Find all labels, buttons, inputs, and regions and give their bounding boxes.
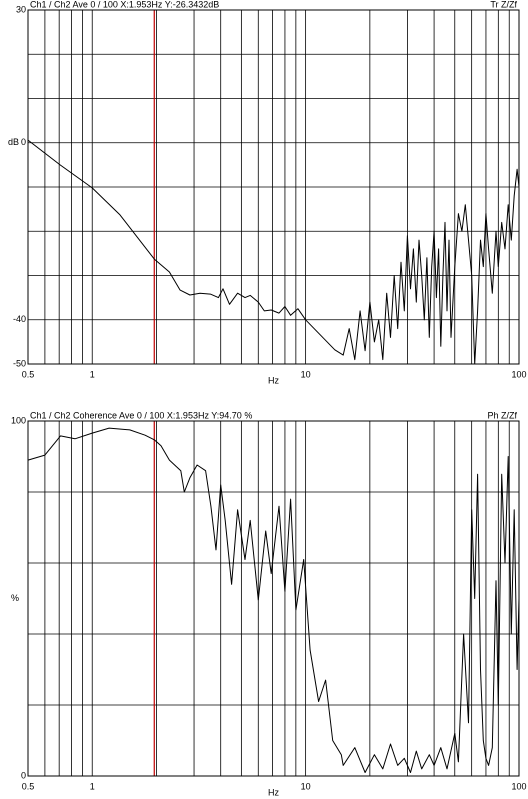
y-tick-label: 0 <box>21 137 26 147</box>
mode-label: Ph Z/Zf <box>487 410 517 420</box>
x-tick-label: 10 <box>301 781 311 791</box>
mode-label: Tr Z/Zf <box>490 0 517 9</box>
y-tick-label: 30 <box>16 4 26 14</box>
data-line <box>27 139 520 365</box>
x-tick-label: 100 <box>511 781 526 791</box>
y-tick-label: -50 <box>13 358 26 368</box>
chart-title: Ch1 / Ch2 Coherence Ave 0 / 100 X:1.953H… <box>30 410 252 420</box>
y-tick-label: -40 <box>13 314 26 324</box>
plot-frame <box>27 420 520 777</box>
chart-title: Ch1 / Ch2 Ave 0 / 100 X:1.953Hz Y:-26.34… <box>30 0 219 9</box>
x-tick-label: 1 <box>90 781 95 791</box>
y-tick-label: 0 <box>21 770 26 780</box>
x-tick-label: 0.5 <box>22 369 35 379</box>
plot-frame <box>27 9 520 365</box>
x-tick-label: 1 <box>90 369 95 379</box>
data-line <box>27 427 520 773</box>
x-axis-label: Hz <box>268 375 279 385</box>
x-tick-label: 0.5 <box>22 781 35 791</box>
x-tick-label: 100 <box>511 369 526 379</box>
y-axis-label: % <box>11 593 19 603</box>
y-tick-label: 100 <box>11 415 26 425</box>
x-axis-label: Hz <box>268 787 279 797</box>
x-tick-label: 10 <box>301 369 311 379</box>
y-axis-label: dB <box>8 137 19 147</box>
